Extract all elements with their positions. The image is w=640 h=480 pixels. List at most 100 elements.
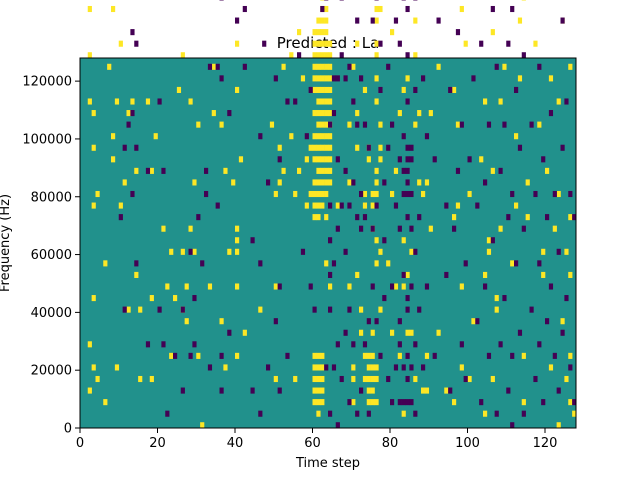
heatmap-cell bbox=[355, 40, 360, 47]
heatmap-cell bbox=[390, 329, 395, 336]
heatmap-cell bbox=[320, 133, 325, 140]
heatmap-cell bbox=[277, 387, 282, 394]
heatmap-cell bbox=[401, 271, 406, 278]
heatmap-cell bbox=[192, 179, 197, 186]
heatmap-cell bbox=[188, 248, 193, 255]
heatmap-cell bbox=[409, 190, 414, 198]
heatmap-cell bbox=[180, 387, 185, 394]
heatmap-cell bbox=[436, 329, 441, 336]
heatmap-cell bbox=[328, 306, 333, 313]
heatmap-cell bbox=[316, 121, 321, 128]
heatmap-cell bbox=[235, 17, 240, 24]
heatmap-cell bbox=[347, 121, 352, 128]
heatmap-cell bbox=[331, 75, 337, 82]
heatmap-cell bbox=[405, 271, 410, 278]
heatmap-cell bbox=[312, 306, 317, 313]
heatmap-cell bbox=[91, 295, 96, 302]
heatmap-cell bbox=[366, 364, 371, 371]
heatmap-cell bbox=[471, 75, 476, 82]
heatmap-cell bbox=[545, 318, 550, 325]
heatmap-cell bbox=[359, 190, 364, 198]
heatmap-cell bbox=[424, 283, 430, 290]
heatmap-cell bbox=[421, 387, 426, 394]
heatmap-cell bbox=[297, 52, 302, 59]
heatmap-cell bbox=[176, 86, 182, 93]
heatmap-cell bbox=[328, 237, 333, 244]
heatmap-cell bbox=[328, 121, 333, 128]
heatmap-cell bbox=[320, 202, 325, 209]
heatmap-cell bbox=[231, 179, 236, 186]
heatmap-cell bbox=[405, 5, 410, 13]
heatmap-cell bbox=[374, 318, 379, 325]
heatmap-cell bbox=[91, 110, 96, 117]
heatmap-cell bbox=[134, 271, 139, 278]
heatmap-cell bbox=[568, 271, 573, 278]
heatmap-cell bbox=[180, 248, 185, 255]
heatmap-cell bbox=[196, 121, 201, 128]
heatmap-cell bbox=[486, 248, 492, 255]
heatmap-cell bbox=[393, 167, 399, 174]
heatmap-cell bbox=[378, 5, 383, 13]
plot-area bbox=[79, 0, 577, 429]
y-tick-label: 0 bbox=[64, 422, 72, 437]
heatmap-cell bbox=[335, 75, 340, 82]
heatmap-cell bbox=[235, 40, 240, 47]
heatmap-cell bbox=[366, 156, 371, 163]
heatmap-cell bbox=[347, 179, 352, 186]
heatmap-cell bbox=[316, 40, 321, 47]
heatmap-cell bbox=[293, 375, 298, 383]
heatmap-cell bbox=[312, 202, 317, 209]
heatmap-cell bbox=[173, 295, 178, 302]
heatmap-cell bbox=[366, 318, 371, 325]
heatmap-cell bbox=[397, 352, 402, 359]
heatmap-cell bbox=[479, 399, 484, 406]
heatmap-cell bbox=[285, 98, 290, 105]
heatmap-cell bbox=[378, 306, 383, 313]
heatmap-cell bbox=[417, 306, 422, 313]
heatmap-cell bbox=[328, 40, 333, 47]
heatmap-cell bbox=[153, 133, 158, 140]
heatmap-cell bbox=[324, 133, 329, 140]
heatmap-cell bbox=[362, 214, 368, 221]
heatmap-cell bbox=[211, 63, 216, 70]
heatmap-cell bbox=[312, 133, 317, 140]
heatmap-cell bbox=[347, 63, 352, 70]
heatmap-cell bbox=[359, 75, 364, 82]
heatmap-cell bbox=[370, 283, 375, 290]
heatmap-cell bbox=[118, 202, 123, 209]
heatmap-cell bbox=[490, 237, 495, 244]
heatmap-cell bbox=[242, 5, 247, 13]
heatmap-cell bbox=[328, 202, 333, 209]
heatmap-cell bbox=[483, 271, 488, 278]
heatmap-cell bbox=[370, 364, 375, 371]
heatmap-cell bbox=[502, 63, 507, 70]
heatmap-cell bbox=[374, 179, 379, 186]
heatmap-cell bbox=[312, 387, 317, 394]
heatmap-cell bbox=[192, 341, 197, 348]
heatmap-cell bbox=[467, 190, 472, 198]
heatmap-cell bbox=[351, 399, 356, 406]
heatmap-cell bbox=[122, 306, 127, 313]
y-tick-label: 20000 bbox=[31, 364, 72, 379]
heatmap-cell bbox=[130, 29, 135, 36]
heatmap-cell bbox=[510, 352, 515, 359]
heatmap-cell bbox=[347, 283, 352, 290]
heatmap-cell bbox=[324, 17, 329, 24]
heatmap-cell bbox=[417, 179, 422, 186]
x-tick-label: 20 bbox=[149, 436, 166, 451]
heatmap-cell bbox=[242, 63, 247, 70]
heatmap-cell bbox=[324, 121, 329, 128]
heatmap-cell bbox=[328, 110, 333, 117]
heatmap-cell bbox=[223, 167, 228, 174]
heatmap-cell bbox=[510, 190, 515, 198]
heatmap-cell bbox=[258, 260, 263, 267]
heatmap-cell bbox=[428, 225, 433, 232]
heatmap-cell bbox=[107, 63, 112, 70]
heatmap-cell bbox=[413, 341, 418, 348]
heatmap-cell bbox=[312, 399, 317, 406]
heatmap-cell bbox=[556, 190, 561, 198]
heatmap-cell bbox=[328, 133, 333, 140]
heatmap-cell bbox=[362, 375, 368, 383]
heatmap-cell bbox=[374, 167, 379, 174]
heatmap-cell bbox=[459, 283, 464, 290]
